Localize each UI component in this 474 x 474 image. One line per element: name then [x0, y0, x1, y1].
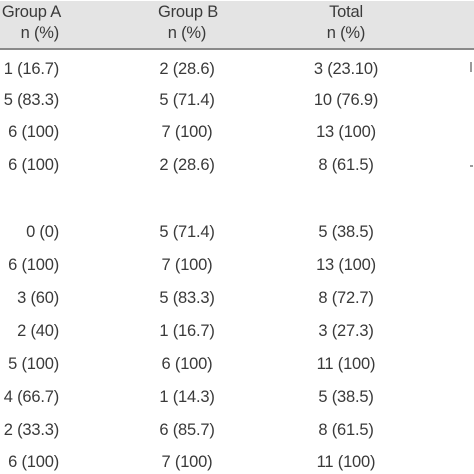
cell-total: 3 (27.3) [318, 322, 374, 340]
cell-group-a: 2 (40) [17, 322, 59, 340]
header-unit-total: n (%) [326, 24, 366, 42]
cell-total: 13 (100) [316, 256, 376, 274]
cell-total: 5 (38.5) [318, 388, 374, 406]
cell-group-b: 1 (14.3) [159, 388, 215, 406]
cell-group-a: 0 (0) [26, 223, 59, 241]
cell-total: 13 (100) [316, 123, 376, 141]
header-group-b: Group B [157, 3, 219, 21]
cell-group-b: 7 (100) [161, 256, 213, 274]
cell-group-a: 5 (100) [8, 355, 59, 373]
cell-group-a: 5 (83.3) [3, 91, 59, 109]
table-header-band [0, 1, 474, 49]
right-edge-fragment [470, 62, 472, 72]
cell-group-b: 2 (28.6) [159, 60, 215, 78]
right-edge-fragment [470, 165, 473, 167]
header-group-a: Group A [1, 3, 61, 21]
cell-group-b: 5 (71.4) [159, 223, 215, 241]
cell-total: 11 (100) [316, 355, 376, 373]
header-unit-a: n (%) [20, 24, 60, 42]
cell-group-a: 3 (60) [17, 289, 59, 307]
cell-total: 11 (100) [316, 453, 376, 471]
cell-group-b: 6 (85.7) [159, 421, 215, 439]
cell-total: 8 (72.7) [318, 289, 374, 307]
cell-group-a: 6 (100) [8, 453, 59, 471]
header-unit-b: n (%) [167, 24, 207, 42]
header-divider [0, 48, 474, 50]
cell-total: 8 (61.5) [318, 421, 374, 439]
cell-group-b: 2 (28.6) [159, 156, 215, 174]
cell-total: 5 (38.5) [318, 223, 374, 241]
cell-group-a: 2 (33.3) [3, 421, 59, 439]
cell-group-a: 4 (66.7) [3, 388, 59, 406]
cell-group-a: 1 (16.7) [3, 60, 59, 78]
cell-group-b: 7 (100) [161, 453, 213, 471]
cell-group-a: 6 (100) [8, 123, 59, 141]
cell-total: 3 (23.10) [313, 60, 379, 78]
cell-group-b: 1 (16.7) [159, 322, 215, 340]
cell-total: 8 (61.5) [318, 156, 374, 174]
cell-group-a: 6 (100) [8, 256, 59, 274]
cell-group-b: 6 (100) [161, 355, 213, 373]
cell-group-b: 7 (100) [161, 123, 213, 141]
cell-group-b: 5 (83.3) [159, 289, 215, 307]
cell-total: 10 (76.9) [313, 91, 379, 109]
header-total: Total [329, 3, 363, 21]
cell-group-b: 5 (71.4) [159, 91, 215, 109]
cell-group-a: 6 (100) [8, 156, 59, 174]
